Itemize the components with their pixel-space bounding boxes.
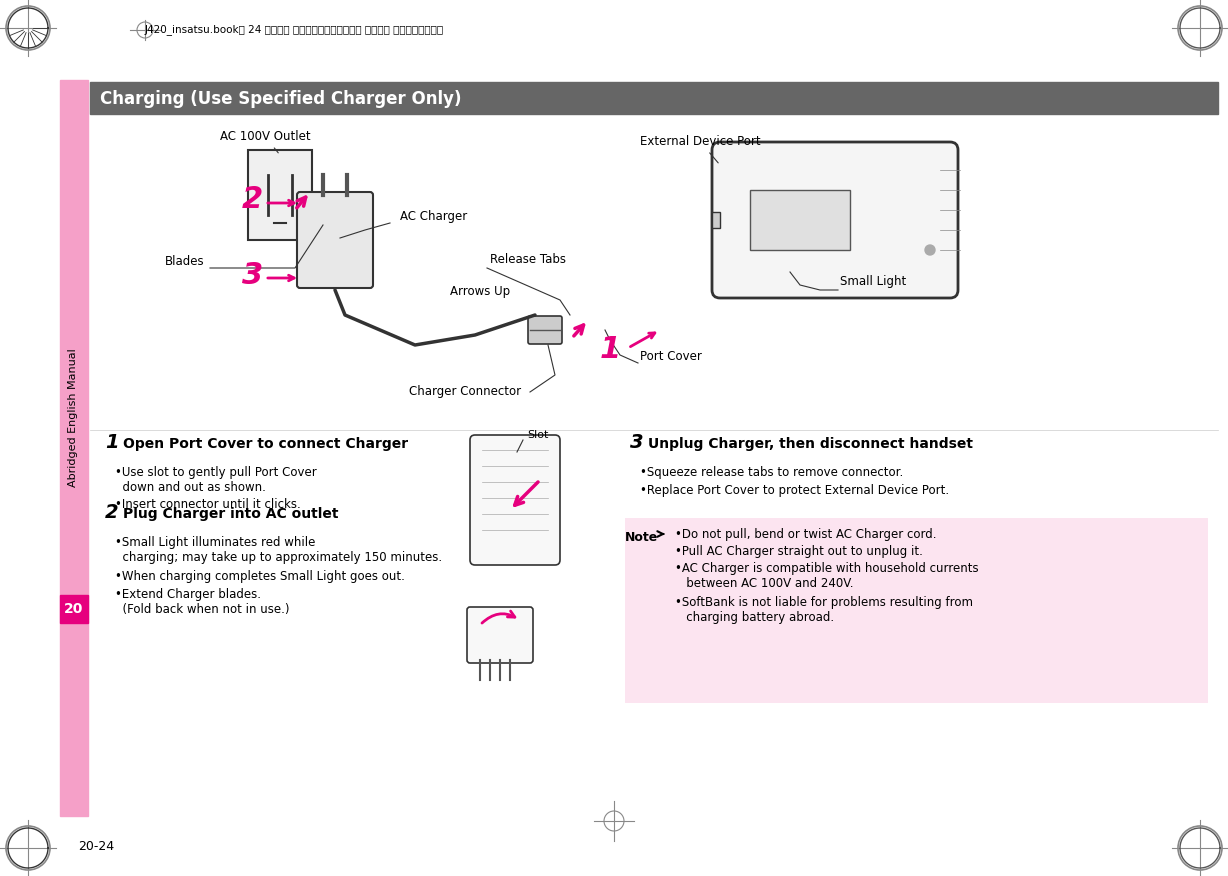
- Text: Port Cover: Port Cover: [640, 350, 702, 363]
- Text: •SoftBank is not liable for problems resulting from
   charging battery abroad.: •SoftBank is not liable for problems res…: [675, 596, 973, 624]
- Text: Charging (Use Specified Charger Only): Charging (Use Specified Charger Only): [99, 90, 462, 108]
- Text: 3: 3: [630, 433, 643, 452]
- Text: Release Tabs: Release Tabs: [490, 253, 566, 266]
- Bar: [60, 595, 88, 623]
- FancyBboxPatch shape: [297, 192, 373, 288]
- FancyBboxPatch shape: [625, 518, 1208, 703]
- Bar: [248, 150, 312, 240]
- Text: •Replace Port Cover to protect External Device Port.: •Replace Port Cover to protect External …: [640, 484, 949, 497]
- Text: 1: 1: [106, 433, 119, 452]
- Text: 2: 2: [242, 186, 263, 215]
- Text: Abridged English Manual: Abridged English Manual: [68, 349, 79, 487]
- FancyBboxPatch shape: [712, 142, 958, 298]
- FancyBboxPatch shape: [470, 435, 560, 565]
- Text: 20: 20: [64, 602, 84, 616]
- Text: Arrows Up: Arrows Up: [449, 285, 510, 298]
- Text: Blades: Blades: [166, 255, 205, 268]
- Text: 1: 1: [600, 336, 621, 364]
- Text: •Pull AC Charger straight out to unplug it.: •Pull AC Charger straight out to unplug …: [675, 545, 923, 558]
- Text: •AC Charger is compatible with household currents
   between AC 100V and 240V.: •AC Charger is compatible with household…: [675, 562, 979, 590]
- Text: Small Light: Small Light: [840, 275, 906, 288]
- Text: External Device Port: External Device Port: [640, 135, 760, 163]
- Text: 3: 3: [242, 260, 263, 289]
- Text: Unplug Charger, then disconnect handset: Unplug Charger, then disconnect handset: [648, 437, 973, 451]
- Bar: [750, 190, 850, 250]
- Text: 2: 2: [106, 503, 119, 522]
- Text: •Do not pull, bend or twist AC Charger cord.: •Do not pull, bend or twist AC Charger c…: [675, 528, 937, 541]
- Text: •Extend Charger blades.
  (Fold back when not in use.): •Extend Charger blades. (Fold back when …: [115, 588, 290, 616]
- Text: AC 100V Outlet: AC 100V Outlet: [220, 130, 311, 152]
- Text: •Use slot to gently pull Port Cover
  down and out as shown.: •Use slot to gently pull Port Cover down…: [115, 466, 317, 494]
- Bar: [90, 82, 1218, 114]
- Text: J420_insatsu.book　 24 ページ　 ２００７年５月２４日　 木曜日　 午後１２時５６分: J420_insatsu.book 24 ページ ２００７年５月２４日 木曜日 …: [145, 25, 445, 35]
- FancyBboxPatch shape: [467, 607, 533, 663]
- FancyBboxPatch shape: [528, 316, 562, 344]
- Bar: [712, 212, 720, 228]
- Text: AC Charger: AC Charger: [400, 210, 467, 223]
- Text: •Small Light illuminates red while
  charging; may take up to approximately 150 : •Small Light illuminates red while charg…: [115, 536, 442, 564]
- Text: Note: Note: [625, 531, 658, 544]
- Text: Plug Charger into AC outlet: Plug Charger into AC outlet: [123, 507, 339, 521]
- Text: 20-24: 20-24: [79, 839, 114, 852]
- Circle shape: [925, 245, 935, 255]
- Text: Charger Connector: Charger Connector: [409, 385, 521, 398]
- Bar: [60, 80, 88, 816]
- Text: Open Port Cover to connect Charger: Open Port Cover to connect Charger: [123, 437, 408, 451]
- Text: •Squeeze release tabs to remove connector.: •Squeeze release tabs to remove connecto…: [640, 466, 904, 479]
- Text: Slot: Slot: [527, 430, 549, 440]
- Text: •Insert connector until it clicks.: •Insert connector until it clicks.: [115, 498, 301, 511]
- Text: •When charging completes Small Light goes out.: •When charging completes Small Light goe…: [115, 570, 405, 583]
